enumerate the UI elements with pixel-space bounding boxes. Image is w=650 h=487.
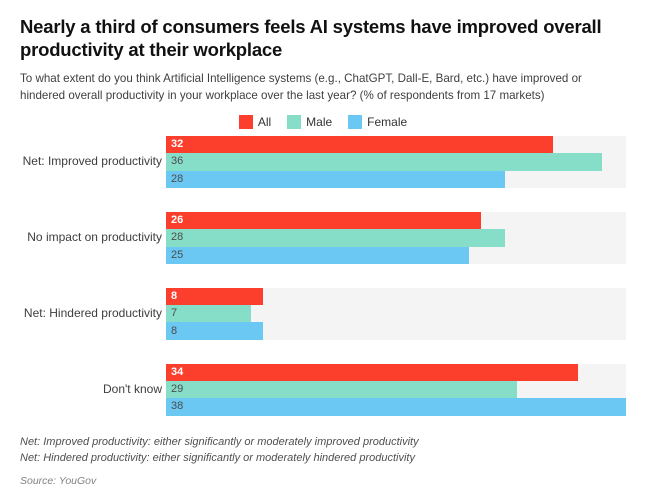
bar-group: Net: Improved productivity 32 36 28 bbox=[20, 136, 626, 188]
bar-stack: 8 7 8 bbox=[166, 287, 626, 340]
value-label: 29 bbox=[171, 383, 184, 396]
value-label: 7 bbox=[171, 307, 178, 320]
legend-item-all: All bbox=[238, 115, 272, 130]
value-label: 38 bbox=[171, 400, 184, 413]
bar-stack: 34 29 38 bbox=[166, 363, 626, 416]
legend-label: All bbox=[257, 115, 272, 130]
legend-label: Female bbox=[367, 115, 408, 130]
bar-female: 25 bbox=[166, 246, 469, 264]
value-label: 28 bbox=[171, 172, 184, 185]
bar-track: 25 bbox=[166, 246, 626, 264]
bar-female: 38 bbox=[166, 398, 626, 416]
bar-track: 34 bbox=[166, 363, 626, 381]
bar-female: 28 bbox=[166, 170, 505, 188]
bar-track: 26 bbox=[166, 211, 626, 230]
category-label: Net: Hindered productivity bbox=[23, 306, 162, 321]
footnote-improved: Net: Improved productivity: either signi… bbox=[20, 435, 419, 448]
value-label: 36 bbox=[171, 155, 184, 168]
bar-male: 28 bbox=[166, 229, 505, 247]
value-label: 28 bbox=[171, 231, 184, 244]
bar-all: 26 bbox=[166, 211, 481, 230]
legend-item-female: Female bbox=[348, 115, 408, 130]
chart-title: Nearly a third of consumers feels AI sys… bbox=[20, 16, 602, 60]
legend-swatch-female bbox=[348, 115, 363, 130]
bar-stack: 32 36 28 bbox=[166, 136, 626, 188]
bar-track: 8 bbox=[166, 287, 626, 306]
bar-track: 36 bbox=[166, 153, 626, 171]
legend: All Male Female bbox=[20, 115, 626, 130]
legend-label: Male bbox=[306, 115, 333, 130]
bar-stack: 26 28 25 bbox=[166, 211, 626, 264]
bar-track: 28 bbox=[166, 229, 626, 247]
value-label: 32 bbox=[171, 138, 184, 151]
bar-male: 36 bbox=[166, 153, 602, 171]
bar-track: 38 bbox=[166, 398, 626, 416]
bar-group: Net: Hindered productivity 8 7 8 bbox=[20, 287, 626, 340]
bar-male: 7 bbox=[166, 305, 251, 323]
value-label: 8 bbox=[171, 324, 178, 337]
footnote-hindered: Net: Hindered productivity: either signi… bbox=[20, 451, 415, 464]
value-label: 8 bbox=[171, 289, 178, 302]
footnotes: Net: Improved productivity: either signi… bbox=[20, 435, 626, 467]
bar-group: No impact on productivity 26 28 25 bbox=[20, 211, 626, 264]
bar-male: 29 bbox=[166, 381, 518, 399]
value-label: 34 bbox=[171, 365, 184, 378]
bar-all: 8 bbox=[166, 287, 263, 306]
source-note: Source: YouGov bbox=[20, 475, 97, 487]
bar-track: 8 bbox=[166, 322, 626, 340]
category-label: Net: Improved productivity bbox=[22, 154, 162, 169]
bar-track: 32 bbox=[166, 136, 626, 154]
legend-swatch-male bbox=[287, 115, 302, 130]
category-label: No impact on productivity bbox=[27, 230, 162, 245]
bar-all: 34 bbox=[166, 363, 578, 381]
bar-track: 28 bbox=[166, 170, 626, 188]
bar-group: Don't know 34 29 38 bbox=[20, 363, 626, 416]
chart-subtitle: To what extent do you think Artificial I… bbox=[20, 72, 582, 102]
bar-all: 32 bbox=[166, 136, 554, 154]
bar-track: 7 bbox=[166, 305, 626, 323]
bar-female: 8 bbox=[166, 322, 263, 340]
legend-swatch-all bbox=[238, 115, 253, 130]
bar-track: 29 bbox=[166, 381, 626, 399]
chart-area: Net: Improved productivity 32 36 28 No impac… bbox=[20, 136, 626, 416]
category-label: Don't know bbox=[103, 382, 162, 397]
legend-item-male: Male bbox=[287, 115, 333, 130]
value-label: 26 bbox=[171, 214, 184, 227]
value-label: 25 bbox=[171, 248, 184, 261]
